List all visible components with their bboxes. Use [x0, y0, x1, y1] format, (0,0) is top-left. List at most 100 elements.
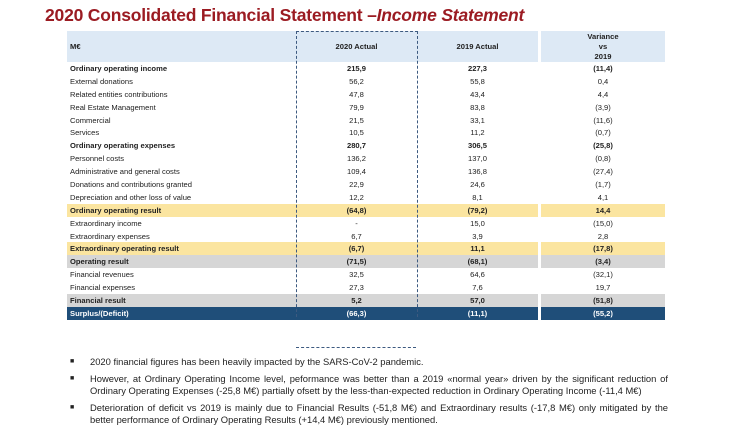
- table-row: Extraordinary income - 15,0 (15,0): [67, 216, 665, 230]
- table-header: M€ 2020 Actual 2019 Actual Variance vs 2…: [67, 31, 665, 62]
- table-row: Administrative and general costs 109,4 1…: [67, 165, 665, 179]
- bullet-text: Deterioration of deficit vs 2019 is main…: [90, 402, 668, 425]
- value-2019: 227,3: [467, 63, 487, 73]
- value-2020: (64,8): [296, 203, 417, 217]
- table-row: Financial revenues 32,5 64,6 (32,1): [67, 268, 665, 282]
- value-variance: (0,7): [595, 128, 611, 138]
- bullet-text: However, at Ordinary Operating Income le…: [90, 373, 668, 396]
- variance-line-1: Variance: [587, 31, 619, 41]
- value-2019: (68,1): [417, 255, 538, 269]
- value-2019: 11,2: [470, 128, 485, 138]
- row-label: Related entities contributions: [70, 89, 168, 99]
- title-italic: Income Statement: [376, 5, 525, 25]
- bullet-icon: ■: [70, 358, 75, 365]
- table-row: External donations 56,2 55,8 0,4: [67, 74, 665, 88]
- row-label: Surplus/(Deficit): [67, 306, 296, 320]
- table-row: Operating result (71,5) (68,1) (3,4): [67, 255, 665, 269]
- table-row: Extraordinary expenses 6,7 3,9 2,8: [67, 229, 665, 243]
- value-variance: 4,4: [597, 89, 609, 99]
- value-2019: 7,6: [472, 283, 483, 293]
- header-unit: M€: [67, 31, 296, 62]
- value-2020: 47,8: [349, 89, 364, 99]
- value-variance: (3,9): [595, 102, 611, 112]
- value-2019: 43,4: [470, 89, 485, 99]
- row-label: Ordinary operating result: [67, 203, 296, 217]
- row-label: Operating result: [67, 255, 296, 269]
- row-label: Extraordinary income: [70, 218, 142, 228]
- page-title: 2020 Consolidated Financial Statement –I…: [45, 5, 524, 26]
- value-variance: (3,4): [541, 255, 665, 269]
- value-2019: (11,1): [417, 306, 538, 320]
- value-variance: 4,1: [597, 192, 609, 202]
- value-variance: (51,8): [541, 294, 665, 307]
- value-2019: 306,5: [467, 141, 487, 151]
- value-2020: (66,3): [296, 306, 417, 320]
- row-label: Real Estate Management: [70, 102, 156, 112]
- table-row: Ordinary operating result (64,8) (79,2) …: [67, 203, 665, 217]
- row-label: Depreciation and other loss of value: [70, 192, 192, 202]
- table-row: Financial result 5,2 57,0 (51,8): [67, 294, 665, 307]
- value-variance: 2,8: [597, 231, 609, 241]
- value-2020: 56,2: [349, 76, 364, 86]
- value-2019: 55,8: [470, 76, 485, 86]
- value-2019: 137,0: [467, 154, 487, 164]
- table-row: Related entities contributions 47,8 43,4…: [67, 87, 665, 101]
- value-2020: 22,9: [349, 179, 364, 189]
- table-row: Personnel costs 136,2 137,0 (0,8): [67, 152, 665, 166]
- table-row: Ordinary operating income 215,9 227,3 (1…: [67, 62, 665, 75]
- value-variance: (15,0): [593, 218, 613, 228]
- row-label: External donations: [70, 76, 133, 86]
- value-2020: 10,5: [349, 128, 364, 138]
- value-2019: 64,6: [470, 270, 485, 280]
- value-2019: (79,2): [417, 203, 538, 217]
- value-2019: 83,8: [470, 102, 485, 112]
- row-label: Financial result: [67, 294, 296, 307]
- value-2019: 8,1: [472, 192, 483, 202]
- variance-line-3: 2019: [594, 51, 612, 61]
- title-main: 2020 Consolidated Financial Statement –: [45, 5, 377, 25]
- value-2019: 57,0: [417, 294, 538, 307]
- value-2019: 3,9: [472, 231, 483, 241]
- value-variance: (17,8): [541, 242, 665, 256]
- value-2020: 215,9: [346, 63, 366, 73]
- value-variance: (11,6): [593, 115, 613, 125]
- row-label: Personnel costs: [70, 154, 125, 164]
- income-statement-table: M€ 2020 Actual 2019 Actual Variance vs 2…: [67, 31, 665, 320]
- row-label: Administrative and general costs: [70, 167, 180, 177]
- header-variance: Variance vs 2019: [541, 31, 665, 62]
- value-2019: 33,1: [470, 115, 485, 125]
- row-label: Ordinary operating expenses: [70, 141, 176, 151]
- bullet-item: ■ However, at Ordinary Operating Income l…: [70, 373, 668, 397]
- row-label: Donations and contributions granted: [70, 179, 193, 189]
- value-2019: 24,6: [470, 179, 485, 189]
- row-label: Commercial: [70, 115, 111, 125]
- table-row: Extraordinary operating result (6,7) 11,…: [67, 242, 665, 256]
- value-variance: (27,4): [593, 167, 613, 177]
- value-variance: (55,2): [541, 306, 665, 320]
- row-label: Extraordinary operating result: [67, 242, 296, 256]
- value-2020: 21,5: [349, 115, 364, 125]
- row-label: Financial expenses: [70, 283, 136, 293]
- table-row: Donations and contributions granted 22,9…: [67, 178, 665, 191]
- value-variance: 14,4: [541, 203, 665, 217]
- value-2020: 280,7: [346, 141, 366, 151]
- bullet-text: 2020 financial figures has been heavily …: [90, 356, 424, 367]
- highlight-2020-column-bottom: [296, 347, 416, 348]
- value-2020: 5,2: [296, 294, 417, 307]
- value-variance: 19,7: [595, 283, 611, 293]
- value-2020: 109,4: [346, 167, 366, 177]
- value-2020: 136,2: [346, 154, 366, 164]
- notes: ■ 2020 financial figures has been heavily…: [70, 356, 668, 431]
- header-2019: 2019 Actual: [417, 31, 538, 62]
- value-2020: 79,9: [349, 102, 364, 112]
- table-row: Ordinary operating expenses 280,7 306,5 …: [67, 139, 665, 153]
- bullet-item: ■ Deterioration of deficit vs 2019 is mai…: [70, 402, 668, 426]
- value-2020: (6,7): [296, 242, 417, 256]
- header-2020: 2020 Actual: [296, 31, 417, 62]
- value-variance: 0,4: [597, 76, 609, 86]
- bullet-item: ■ 2020 financial figures has been heavily…: [70, 356, 668, 368]
- row-label: Financial revenues: [70, 270, 134, 280]
- table-row: Services 10,5 11,2 (0,7): [67, 126, 665, 140]
- table-row: Commercial 21,5 33,1 (11,6): [67, 113, 665, 127]
- row-label: Ordinary operating income: [70, 63, 168, 73]
